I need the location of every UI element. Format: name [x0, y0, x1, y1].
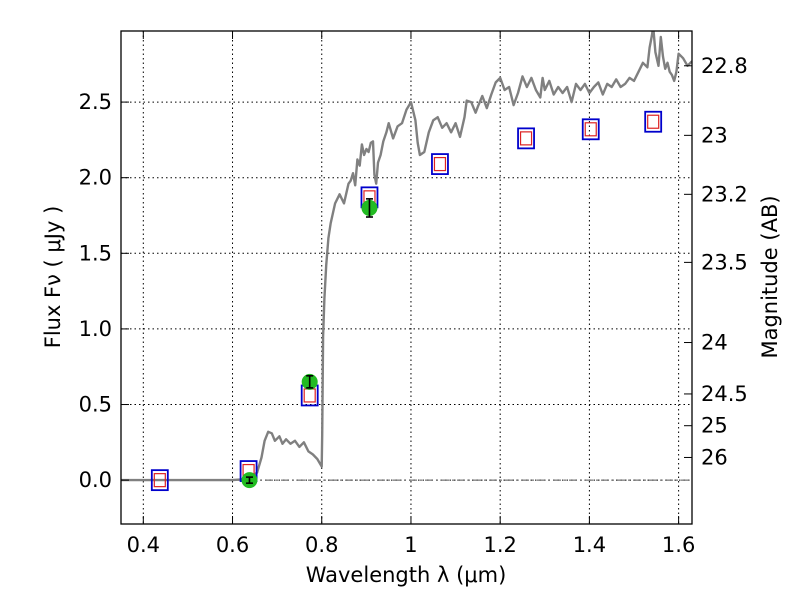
y-tick-label: 1.5 [79, 241, 112, 265]
spectrum-series [121, 31, 692, 482]
right-tick-label: 22.8 [701, 54, 748, 78]
x-axis-ticks: 0.4 0.6 0.8 1 1.2 1.4 1.6 [127, 31, 695, 557]
right-tick-label: 24.5 [701, 382, 748, 406]
model-box [150, 469, 169, 492]
x-tick-label: 1.6 [662, 533, 695, 557]
model-box [644, 110, 663, 133]
right-tick-label: 26 [701, 445, 728, 469]
right-axis-label: Magnitude (AB) [758, 195, 782, 358]
y-tick-label: 2.0 [79, 166, 112, 190]
right-tick-label: 23.5 [701, 250, 748, 274]
model-box [517, 127, 535, 150]
grid-lines [121, 31, 692, 524]
model-box-inner [519, 131, 533, 146]
y-tick-label: 1.0 [79, 317, 112, 341]
x-tick-label: 1 [404, 533, 417, 557]
x-tick-label: 1.4 [573, 533, 606, 557]
model-box [581, 118, 600, 141]
right-tick-label: 24 [701, 331, 728, 355]
x-tick-label: 0.6 [216, 533, 249, 557]
x-tick-label: 0.4 [127, 533, 160, 557]
x-tick-label: 1.2 [483, 533, 516, 557]
x-axis-label: Wavelength λ (μm) [306, 563, 507, 587]
right-tick-label: 23.2 [701, 182, 748, 206]
y-axis-label: Flux Fν ( μJy ) [41, 206, 65, 349]
y-tick-label: 0.0 [79, 468, 112, 492]
right-tick-label: 25 [701, 414, 728, 438]
model-photometry-series [150, 110, 663, 492]
x-tick-label: 0.8 [305, 533, 338, 557]
model-box-inner [153, 473, 166, 488]
observed-photometry-series [241, 198, 378, 489]
model-box-inner [647, 114, 660, 129]
model-box-inner [584, 122, 597, 137]
y-tick-label: 2.5 [79, 90, 112, 114]
right-axis-ticks: 22.8 23 23.2 23.5 24 24.5 25 26 [684, 54, 748, 469]
y-tick-label: 0.5 [79, 393, 112, 417]
model-box-inner [433, 156, 447, 172]
model-box-inner [303, 388, 316, 403]
plot-frame [120, 30, 693, 525]
right-tick-label: 23 [701, 123, 728, 147]
y-axis-ticks: 0.0 0.5 1.0 1.5 2.0 2.5 [79, 90, 129, 492]
model-box [431, 153, 449, 175]
spectrum-line [121, 31, 692, 482]
